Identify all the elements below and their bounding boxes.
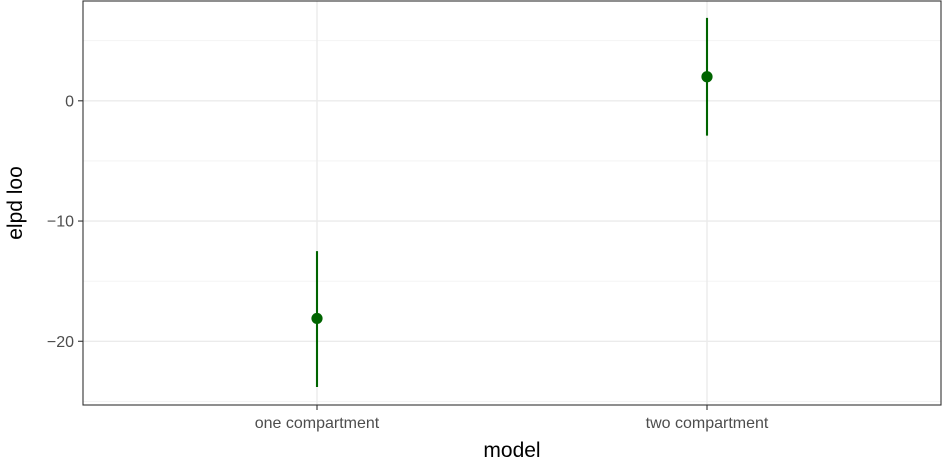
axis-ticks [78,100,708,410]
y-tick-label: 0 [65,93,74,110]
y-tick-label: −10 [47,214,74,231]
point-estimate [311,312,323,325]
point-estimate [701,71,713,83]
y-tick-label: −20 [47,334,74,351]
panel-border [82,0,942,406]
minor-gridlines [83,40,941,402]
x-tick-label: two compartment [646,415,769,432]
tick-labels: 0 −10 −20 one compartment two compartment [47,93,769,432]
x-tick-label: one compartment [255,415,380,432]
y-axis-title: elpd loo [4,166,27,240]
x-axis-title: model [483,439,540,462]
major-gridlines [83,1,941,405]
data-marks [311,17,713,387]
